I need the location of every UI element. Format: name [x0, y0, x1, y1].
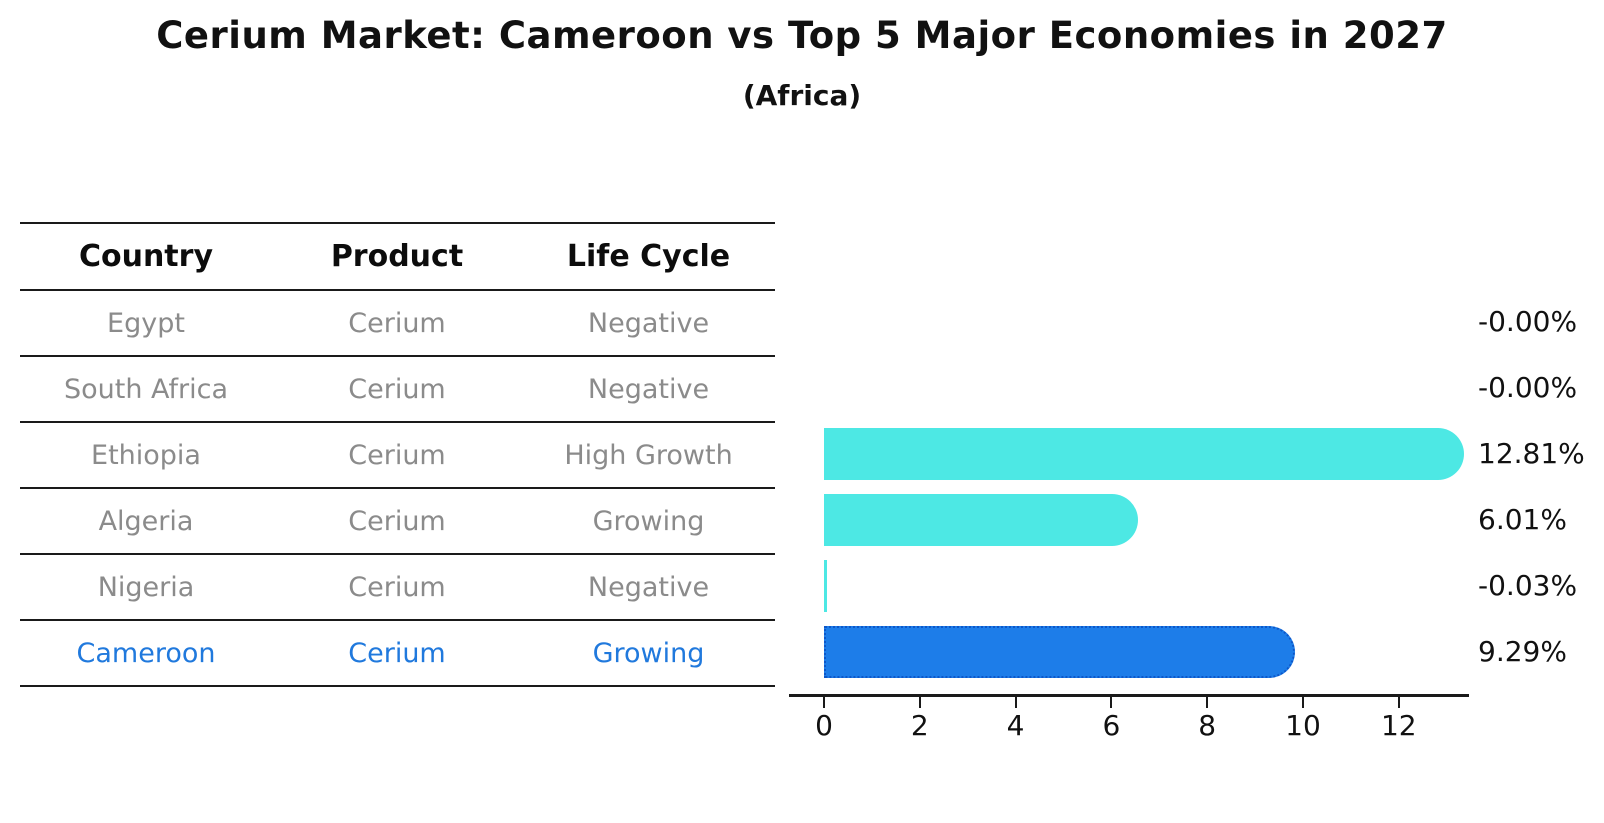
chart-subtitle: (Africa)	[742, 79, 862, 112]
country-table: Country Product Life Cycle Egypt Cerium …	[20, 222, 775, 687]
x-tick-label: 12	[1380, 709, 1417, 742]
lifecycle-cell: High Growth	[564, 439, 733, 471]
country-cell: South Africa	[63, 373, 229, 405]
bar-value-label: 12.81%	[1478, 437, 1585, 470]
x-tick-label: 2	[910, 709, 929, 742]
product-cell: Cerium	[348, 373, 446, 405]
x-tick-mark	[1014, 697, 1017, 708]
x-tick-mark	[823, 697, 825, 708]
table-row-algeria: Algeria Cerium Growing	[20, 489, 775, 555]
country-cell: Algeria	[98, 505, 194, 537]
x-tick-label: 0	[815, 709, 833, 742]
x-tick-label: 10	[1285, 709, 1321, 742]
bar-value-label: -0.00%	[1478, 371, 1578, 404]
x-tick-label: 8	[1198, 709, 1217, 742]
product-cell: Cerium	[348, 439, 446, 471]
lifecycle-cell: Negative	[587, 307, 710, 339]
product-cell: Cerium	[348, 505, 446, 537]
col-header-product: Product	[330, 239, 464, 274]
bar-value-label: -0.03%	[1478, 569, 1578, 602]
lifecycle-cell: Growing	[592, 637, 705, 669]
bar-value-label: 6.01%	[1478, 503, 1567, 536]
x-tick-mark	[1110, 697, 1113, 708]
table-row-south-africa: South Africa Cerium Negative	[20, 357, 775, 423]
bar-value-label: 9.29%	[1478, 635, 1567, 668]
lifecycle-cell: Negative	[587, 571, 710, 603]
bar-ethiopia	[824, 428, 1464, 480]
country-cell: Nigeria	[97, 571, 195, 603]
product-cell: Cerium	[348, 307, 446, 339]
country-cell: Cameroon	[76, 637, 216, 669]
table-row-cameroon: Cameroon Cerium Growing	[20, 621, 775, 687]
x-tick-mark	[918, 697, 921, 708]
bar-value-label: -0.00%	[1478, 305, 1578, 338]
x-tick-mark	[1206, 697, 1209, 708]
table-header-row: Country Product Life Cycle	[20, 224, 775, 291]
x-tick-mark	[1397, 697, 1400, 708]
col-header-lifecycle: Life Cycle	[566, 239, 731, 274]
bar-nigeria	[824, 560, 827, 612]
table-row-ethiopia: Ethiopia Cerium High Growth	[20, 423, 775, 489]
col-header-country: Country	[78, 239, 214, 274]
bar-cameroon	[824, 626, 1295, 678]
country-cell: Ethiopia	[91, 439, 201, 471]
x-tick-label: 4	[1006, 709, 1025, 742]
country-cell: Egypt	[107, 307, 185, 339]
product-cell: Cerium	[348, 637, 446, 669]
x-tick-label: 6	[1102, 709, 1121, 742]
lifecycle-cell: Negative	[587, 373, 710, 405]
x-tick-mark	[1302, 697, 1304, 708]
x-axis	[789, 694, 1469, 697]
table-row-egypt: Egypt Cerium Negative	[20, 291, 775, 357]
lifecycle-cell: Growing	[592, 505, 705, 537]
bar-algeria	[824, 494, 1138, 546]
product-cell: Cerium	[348, 571, 446, 603]
table-row-nigeria: Nigeria Cerium Negative	[20, 555, 775, 621]
chart-title: Cerium Market: Cameroon vs Top 5 Major E…	[156, 14, 1448, 57]
